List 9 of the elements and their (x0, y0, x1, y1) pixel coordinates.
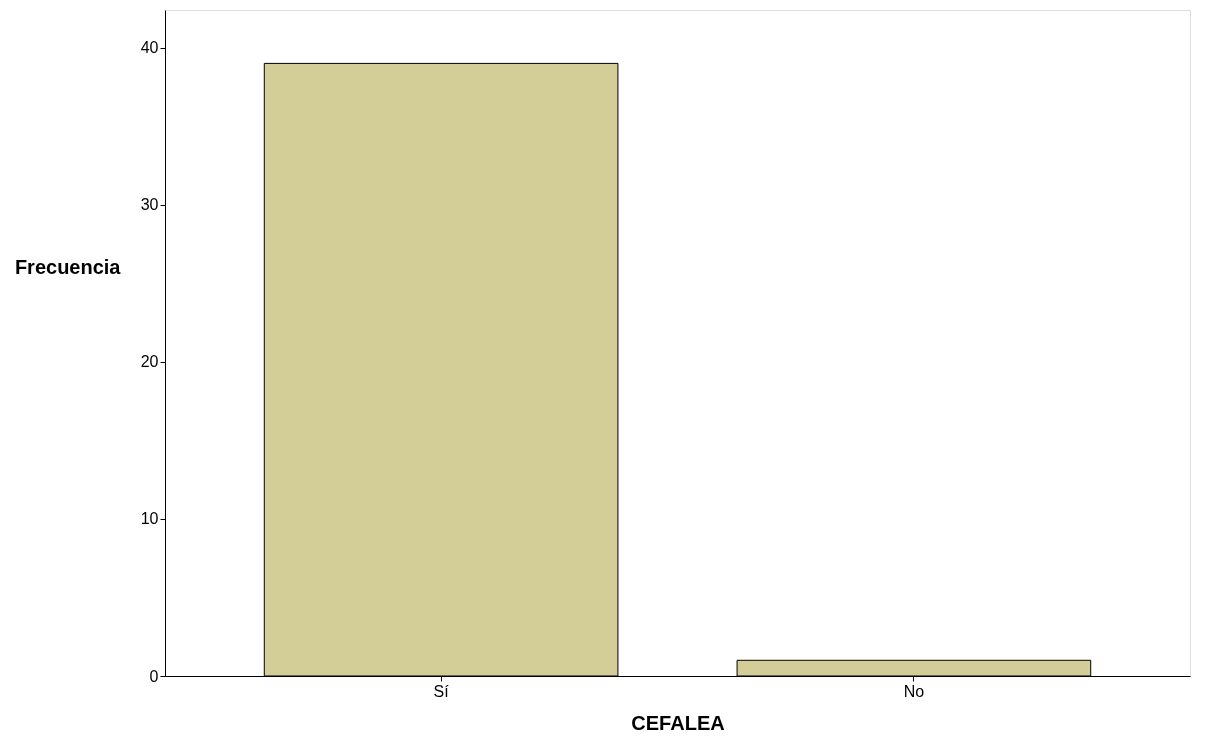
x-tick-label: Sí (433, 682, 450, 700)
y-tick-label: 10 (140, 510, 159, 528)
y-tick-label: 30 (140, 196, 159, 214)
x-axis-title: CEFALEA (631, 711, 725, 734)
y-axis-title: Frecuencia (14, 255, 122, 278)
y-tick-label: 0 (149, 667, 159, 685)
y-tick-label: 40 (140, 39, 159, 57)
y-tick-label: 20 (140, 353, 159, 371)
x-tick-label: No (903, 682, 925, 700)
